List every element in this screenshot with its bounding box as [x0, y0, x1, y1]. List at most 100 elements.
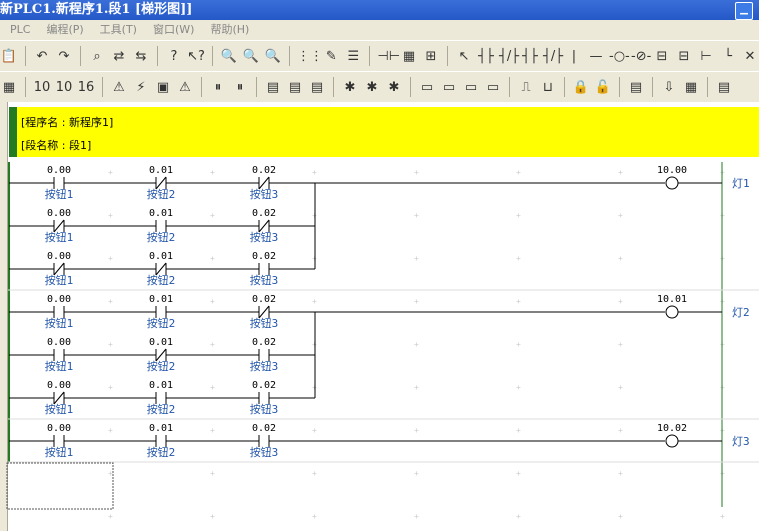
coil-address[interactable]: 10.01: [657, 294, 687, 305]
output-coil[interactable]: [665, 176, 679, 190]
replace-icon[interactable]: ⇄: [113, 48, 125, 64]
contact-comment[interactable]: 按钮2: [147, 273, 176, 287]
contact-nc-slash[interactable]: [155, 176, 167, 190]
contact-comment[interactable]: 按钮1: [45, 230, 74, 244]
contact-address[interactable]: 0.00: [47, 337, 71, 348]
hex-10-icon[interactable]: 10: [55, 79, 73, 95]
online-icon[interactable]: ⚡: [136, 79, 146, 95]
ladder-diagram[interactable]: + + + + + + + + + + + + + + + + + + + + + + + + + + + + + + + + + + + + + + + +…: [0, 102, 759, 531]
contact-comment[interactable]: 按钮3: [250, 230, 279, 244]
rung-icon[interactable]: ⊟: [678, 48, 690, 64]
coil-comment[interactable]: 灯1: [732, 177, 750, 190]
help-icon[interactable]: ?: [170, 48, 178, 64]
contact-view-icon[interactable]: ⊣⊢: [377, 48, 401, 64]
contact-comment[interactable]: 按钮3: [250, 316, 279, 330]
output-coil[interactable]: [665, 434, 679, 448]
contact-address[interactable]: 0.02: [252, 337, 276, 348]
coil-address[interactable]: 10.00: [657, 165, 687, 176]
contact-comment[interactable]: 按钮3: [250, 273, 279, 287]
compare-icon[interactable]: ▤: [288, 79, 302, 95]
nc-contact-icon[interactable]: ┤/├: [499, 48, 520, 64]
lock-icon[interactable]: 🔒: [572, 79, 590, 95]
warning-icon[interactable]: ⚠: [113, 79, 125, 95]
download-icon[interactable]: ⇩: [663, 79, 675, 95]
dec-10-icon[interactable]: 10: [33, 79, 51, 95]
contact-comment[interactable]: 按钮1: [45, 187, 74, 201]
contact-address[interactable]: 0.00: [47, 423, 71, 434]
contact-comment[interactable]: 按钮3: [250, 445, 279, 459]
or-nc-icon[interactable]: ┤/├: [543, 48, 564, 64]
contact-comment[interactable]: 按钮1: [45, 402, 74, 416]
unlock-icon[interactable]: 🔓: [594, 79, 612, 95]
contact-comment[interactable]: 按钮2: [147, 316, 176, 330]
redo-icon[interactable]: ↷: [58, 48, 70, 64]
contact-nc-slash[interactable]: [258, 176, 270, 190]
contact-nc-slash[interactable]: [155, 348, 167, 362]
context-help-icon[interactable]: ↖?: [187, 48, 205, 64]
zoom-in-icon[interactable]: 🔍: [264, 48, 282, 64]
list-icon[interactable]: ☰: [347, 48, 360, 64]
contact-comment[interactable]: 按钮1: [45, 273, 74, 287]
contact-address[interactable]: 0.01: [149, 208, 173, 219]
contact-address[interactable]: 0.00: [47, 165, 71, 176]
or-no-icon[interactable]: ┤├: [522, 48, 538, 64]
line-icon[interactable]: └: [724, 48, 732, 64]
io-table-icon[interactable]: ▦: [402, 48, 416, 64]
settings-icon[interactable]: ▤: [717, 79, 731, 95]
timechart-icon[interactable]: ⊔: [542, 79, 554, 95]
contact-nc-slash[interactable]: [53, 391, 65, 405]
contact-address[interactable]: 0.02: [252, 251, 276, 262]
block3-icon[interactable]: ▭: [464, 79, 478, 95]
select-icon[interactable]: ↖: [458, 48, 470, 64]
contact-comment[interactable]: 按钮2: [147, 187, 176, 201]
block1-icon[interactable]: ▭: [420, 79, 434, 95]
output-coil[interactable]: [665, 305, 679, 319]
transfer-icon[interactable]: ▤: [266, 79, 280, 95]
zoom-fit-icon[interactable]: 🔍: [242, 48, 260, 64]
contact-address[interactable]: 0.01: [149, 337, 173, 348]
hex-16-icon[interactable]: 16: [77, 79, 95, 95]
contact-address[interactable]: 0.01: [149, 294, 173, 305]
delete-icon[interactable]: ✕: [744, 48, 756, 64]
contact-address[interactable]: 0.01: [149, 423, 173, 434]
diff-icon[interactable]: ⎍: [521, 79, 531, 95]
force3-icon[interactable]: ✱: [388, 79, 400, 95]
grid-icon[interactable]: ⋮⋮: [297, 48, 323, 64]
upload-icon[interactable]: ▦: [684, 79, 698, 95]
contact-address[interactable]: 0.00: [47, 251, 71, 262]
ladder-editor[interactable]: [程序名 : 新程序1] [段名称 : 段1] + + + + + + + + + + + + + + + +…: [0, 102, 759, 531]
menu-item[interactable]: 窗口(W): [152, 23, 195, 36]
coil-address[interactable]: 10.02: [657, 423, 687, 434]
contact-address[interactable]: 0.00: [47, 208, 71, 219]
contact-comment[interactable]: 按钮3: [250, 187, 279, 201]
coil-comment[interactable]: 灯2: [732, 306, 750, 319]
force2-icon[interactable]: ✱: [366, 79, 378, 95]
contact-nc-slash[interactable]: [53, 262, 65, 276]
horizontal-line-icon[interactable]: —: [589, 48, 603, 64]
menu-item[interactable]: 工具(T): [99, 23, 137, 36]
program-icon[interactable]: ▤: [629, 79, 643, 95]
comment-icon[interactable]: ✎: [325, 48, 337, 64]
monitor-icon[interactable]: ▣: [156, 79, 170, 95]
contact-address[interactable]: 0.02: [252, 380, 276, 391]
contact-nc-slash[interactable]: [155, 262, 167, 276]
contact-address[interactable]: 0.01: [149, 380, 173, 391]
contact-address[interactable]: 0.02: [252, 208, 276, 219]
contact-address[interactable]: 0.01: [149, 251, 173, 262]
contact-address[interactable]: 0.02: [252, 294, 276, 305]
find-warning-icon[interactable]: ⚠: [179, 79, 191, 95]
paste-icon[interactable]: 📋: [0, 48, 18, 64]
contact-comment[interactable]: 按钮1: [45, 445, 74, 459]
contact-comment[interactable]: 按钮2: [147, 445, 176, 459]
block2-icon[interactable]: ▭: [442, 79, 456, 95]
force-icon[interactable]: ✱: [344, 79, 356, 95]
contact-comment[interactable]: 按钮3: [250, 402, 279, 416]
contact-comment[interactable]: 按钮1: [45, 359, 74, 373]
menu-item[interactable]: 帮助(H): [210, 23, 250, 36]
block4-icon[interactable]: ▭: [486, 79, 500, 95]
instruction-icon[interactable]: ⊟: [656, 48, 668, 64]
contact-address[interactable]: 0.00: [47, 294, 71, 305]
contact-comment[interactable]: 按钮3: [250, 359, 279, 373]
contact-nc-slash[interactable]: [53, 219, 65, 233]
contact-comment[interactable]: 按钮2: [147, 402, 176, 416]
